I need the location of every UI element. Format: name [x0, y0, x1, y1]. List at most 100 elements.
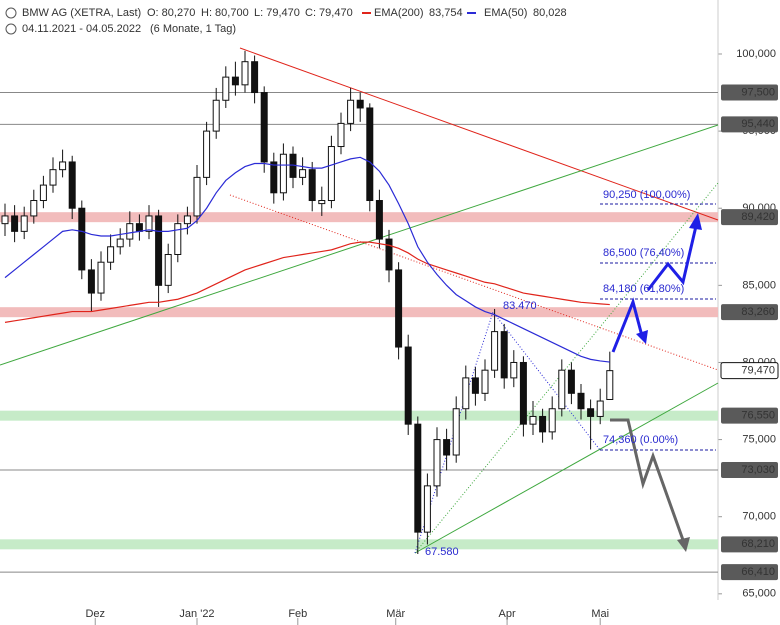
candle-body [443, 439, 451, 456]
candle-body [155, 215, 163, 286]
arrow [611, 297, 644, 353]
annotation: 67.580 [425, 546, 459, 558]
y-tick-label: 75,000 [742, 433, 776, 445]
candle-body [203, 130, 211, 178]
candle-body [471, 377, 479, 394]
candle-body [462, 377, 470, 410]
candle-body [107, 246, 115, 263]
candle-body [78, 207, 86, 271]
candle-body [116, 238, 124, 248]
candle-body [558, 369, 566, 410]
candle-body [414, 423, 422, 533]
icon [5, 23, 17, 35]
candle-body [87, 269, 95, 294]
ohlc: L: 79,470 [254, 7, 300, 19]
candle-body [39, 184, 47, 202]
candle-body [222, 76, 230, 101]
legend: EMA(200) 83,754 EMA(50) 80,028 [362, 7, 567, 19]
candle-body [356, 99, 364, 109]
candle-body [337, 122, 345, 148]
candle-body [567, 369, 575, 394]
range: (6 Monate, 1 Tag) [150, 23, 236, 35]
level-label: 89,420 [741, 211, 775, 223]
level-label-box [721, 461, 778, 478]
candle-body [385, 238, 393, 271]
y-tick-label: 85,000 [742, 279, 776, 291]
projection-arrow [610, 418, 690, 552]
level-label: 73,030 [741, 464, 775, 476]
level-label-box [721, 564, 778, 581]
annotation: 86,500 (76,40%) [603, 247, 684, 259]
candle-body [11, 215, 19, 232]
last-price-label: 79,470 [741, 365, 775, 377]
candle-body [145, 215, 153, 232]
candle-body [452, 408, 460, 456]
candle-body [251, 61, 259, 94]
candle-body [318, 200, 326, 205]
level-band [0, 410, 718, 421]
candle-body [20, 215, 28, 232]
header: BMW AG (XETRA, Last) O: 80,270 H: 80,700… [5, 7, 353, 35]
x-tick-label: Dez [85, 608, 105, 620]
y-tick-label: 100,000 [736, 48, 776, 60]
candle-body [193, 176, 201, 217]
candle-body [510, 361, 518, 379]
candle-body [606, 370, 614, 400]
level-label-box [721, 536, 778, 553]
level-label: 66,410 [741, 566, 775, 578]
candle-body [299, 169, 307, 178]
trend-line [414, 382, 719, 554]
level-label: 95,440 [741, 118, 775, 130]
candle-body [308, 169, 316, 202]
candle-body [1, 215, 9, 225]
y-tick-label: 70,000 [742, 511, 776, 523]
candle-body [231, 76, 239, 86]
candle-body [279, 153, 287, 194]
candle-body [548, 408, 556, 433]
candle-body [49, 169, 57, 186]
level-label-box [721, 304, 778, 321]
level-band [0, 307, 718, 318]
plot: 97,500 95,440 89,420 83,260 76,550 73,030 68,2… [1, 50, 779, 581]
candle-body [212, 99, 220, 132]
candle-body [587, 408, 595, 417]
annotation: 74,360 (0.00%) [603, 434, 678, 446]
ohlc: C: 79,470 [305, 7, 353, 19]
candle-body [270, 161, 278, 194]
candle-body [539, 415, 547, 433]
legend-label: EMA(200) [374, 7, 424, 19]
arrow-head [689, 213, 702, 230]
candle-body [577, 392, 585, 410]
candle-body [491, 331, 499, 371]
candle-body [596, 400, 604, 417]
projection-arrow [611, 213, 702, 353]
candle-body [30, 200, 38, 217]
level-label: 68,210 [741, 538, 775, 550]
x-tick-label: Mär [386, 608, 405, 620]
x-tick-label: Apr [499, 608, 516, 620]
period: 04.11.2021 - 04.05.2022 [22, 23, 141, 35]
candle-body [395, 269, 403, 348]
candle-body [375, 200, 383, 240]
candle-body [59, 161, 67, 171]
annotation: 84,180 (61,80%) [603, 283, 684, 295]
candle-body [404, 346, 412, 425]
level-label-box [721, 116, 778, 133]
candle-body [174, 223, 182, 255]
annotation: 90,250 (100,00%) [603, 189, 690, 201]
level-band [0, 539, 718, 550]
arrow [646, 225, 698, 291]
last-price-box [720, 362, 779, 380]
arrow [610, 418, 685, 541]
candle-body [241, 61, 249, 86]
trend-line [229, 194, 719, 371]
candle-body [135, 223, 143, 232]
trend-line [414, 182, 719, 554]
y-tick-label: 65,000 [742, 588, 776, 600]
candle-body [347, 99, 355, 124]
ohlc: H: 80,700 [201, 7, 249, 19]
header-bg [0, 0, 600, 38]
candle-body [260, 92, 268, 163]
candle-body [519, 361, 527, 425]
